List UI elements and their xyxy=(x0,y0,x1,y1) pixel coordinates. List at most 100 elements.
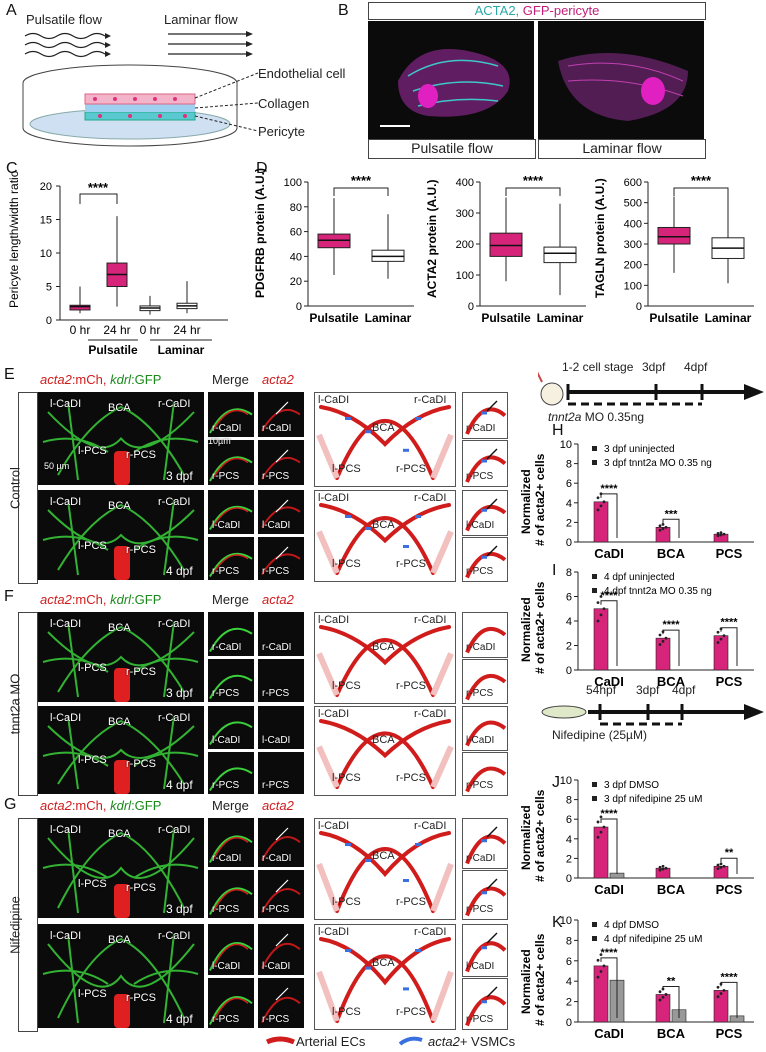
bar-ytick-label: 6 xyxy=(566,814,572,826)
acta2-zoom-label-cadi: l-CaDI xyxy=(262,734,291,746)
schematic-zoom-pcs: r-PCS xyxy=(466,1014,494,1025)
label-bca: BCA xyxy=(108,622,131,634)
vessel-schematic xyxy=(314,818,456,920)
schematic-zoom-pcs: r-PCS xyxy=(466,904,494,915)
schematic-l-pcs: l-PCS xyxy=(332,558,361,570)
bar-datapoint xyxy=(658,865,662,869)
bar-significance: ** xyxy=(725,847,734,859)
acta2-zoom xyxy=(258,977,304,1028)
bar-datapoint xyxy=(719,533,723,537)
schematic-l-pcs: l-PCS xyxy=(332,896,361,908)
bar-series-1 xyxy=(655,637,671,671)
bar-sig-bracket xyxy=(662,985,680,1018)
bar-legend-swatch-1 xyxy=(592,446,597,451)
c-ytick-label: 10 xyxy=(40,248,52,260)
schematic-zoom-pcs: r-PCS xyxy=(466,471,494,482)
bar-datapoint xyxy=(596,508,600,512)
bar-datapoint xyxy=(664,636,668,640)
bar-ytick-label: 4 xyxy=(566,834,572,846)
acta2-zoom xyxy=(258,392,304,437)
bar-significance: **** xyxy=(662,619,680,631)
bar-ytick-label: 8 xyxy=(566,935,572,947)
timeline2-54hpf: 54hpf xyxy=(586,683,617,697)
schematic-zoom-cadi: l-CaDI xyxy=(466,519,495,531)
bar-datapoint xyxy=(596,619,600,623)
label-l-cadi: l-CaDI xyxy=(50,618,82,630)
acta2-zoom-label-pcs: r-PCS xyxy=(262,904,290,915)
schematic-zoom-cadi: l-CaDI xyxy=(466,960,495,972)
schematic-zoom-pcs: r-PCS xyxy=(466,566,494,577)
legend-arterial-ecs: Arterial ECs xyxy=(296,1034,366,1049)
bar-datapoint xyxy=(719,866,723,869)
bar-ytick-label: 10 xyxy=(560,775,572,787)
d-xtick-laminar: Laminar xyxy=(705,311,752,325)
c-xtick-label: 24 hr xyxy=(173,323,200,337)
bar-chart-i: Normalized # of acta2+ cells 0 2 4 6 8 4 dpf un… xyxy=(519,567,754,689)
label-r-pcs: r-PCS xyxy=(126,666,156,678)
schematic-l-cadi: l-CaDI xyxy=(318,820,350,832)
bar-sig-bracket xyxy=(662,518,680,538)
bar-legend-2: 4 dpf tnnt2a MO 0.35 ng xyxy=(604,586,712,597)
bar-category-label: CaDI xyxy=(594,546,624,561)
panel-label-h: H xyxy=(552,422,564,439)
merge-zoom xyxy=(208,869,254,918)
schematic-zoom xyxy=(462,977,508,1030)
acta2-zoom xyxy=(258,490,304,534)
label-r-cadi: r-CaDI xyxy=(158,618,191,630)
bar-datapoint xyxy=(658,524,662,528)
bar-datapoint xyxy=(658,643,662,646)
bar-ytick-label: 10 xyxy=(560,915,572,927)
schematic-zoom xyxy=(462,392,508,439)
label-l-cadi: l-CaDI xyxy=(50,496,82,508)
schematic-zoom xyxy=(462,751,508,796)
schematic-bca: BCA xyxy=(372,421,395,434)
panel-label-k: K xyxy=(552,914,563,931)
schematic-zoom-cadi: r-CaDI xyxy=(466,852,496,864)
legend-swatches xyxy=(265,1036,295,1045)
d-ylabel: ACTA2 protein (A.U.) xyxy=(425,180,439,298)
label-r-cadi: r-CaDI xyxy=(158,824,191,836)
bar-ytick-label: 0 xyxy=(566,873,572,885)
panel-label-b: B xyxy=(338,2,349,19)
d-ylabel: TAGLN protein (A.U.) xyxy=(593,178,607,298)
bar-sig-bracket xyxy=(600,957,618,1018)
bar-datapoint xyxy=(716,863,720,867)
bar-datapoint xyxy=(658,528,662,532)
bar-significance: *** xyxy=(665,508,679,520)
bar-category-label: BCA xyxy=(657,674,686,689)
timeline2-3dpf: 3dpf xyxy=(636,683,660,697)
bar-datapoint xyxy=(716,641,720,644)
acta2-zoom-label-pcs: r-PCS xyxy=(262,688,290,699)
panel-label-i: I xyxy=(552,562,557,579)
bar-category-label: BCA xyxy=(657,546,686,561)
bar-datapoint xyxy=(716,995,720,999)
zoom-label-cadi: l-CaDI xyxy=(212,519,241,531)
panel-label-a: A xyxy=(6,2,17,19)
bar-category-label: BCA xyxy=(657,882,686,897)
merge-zoom xyxy=(208,490,254,534)
timeline2-drug: Nifedipine (25µM) xyxy=(552,728,647,742)
timeline-morpholino xyxy=(538,371,764,406)
d-ytick-label: 0 xyxy=(636,301,642,313)
acta2-header-g: acta2 xyxy=(262,798,294,813)
vessel-schematic xyxy=(314,612,456,704)
bar-datapoint xyxy=(661,995,665,999)
bar-datapoint xyxy=(599,970,603,973)
label-bca: BCA xyxy=(108,716,131,728)
panel-d-boxplots: PDGFRB protein (A.U.) 0 20 40 60 80 100 **** Pul… xyxy=(253,168,754,325)
label-day: 3 dpf xyxy=(166,902,193,916)
vessel-schematic xyxy=(314,392,456,487)
bar-datapoint xyxy=(599,830,603,834)
merge-header-g: Merge xyxy=(212,798,249,813)
label-r-cadi: r-CaDI xyxy=(158,930,191,942)
d-ytick-label: 200 xyxy=(624,260,642,272)
d-xtick-pulsatile: Pulsatile xyxy=(481,311,531,325)
pulsatile-caption: Pulsatile flow xyxy=(368,139,536,159)
acta2-zoom xyxy=(258,536,304,580)
vessel-schematic xyxy=(314,706,456,796)
label-r-cadi: r-CaDI xyxy=(158,712,191,724)
timeline1-mo: tnnt2a MO 0.35ng xyxy=(548,410,644,424)
merge-zoom xyxy=(208,818,254,867)
schematic-l-pcs: l-PCS xyxy=(332,1006,361,1018)
label-day: 4 dpf xyxy=(166,1012,193,1026)
